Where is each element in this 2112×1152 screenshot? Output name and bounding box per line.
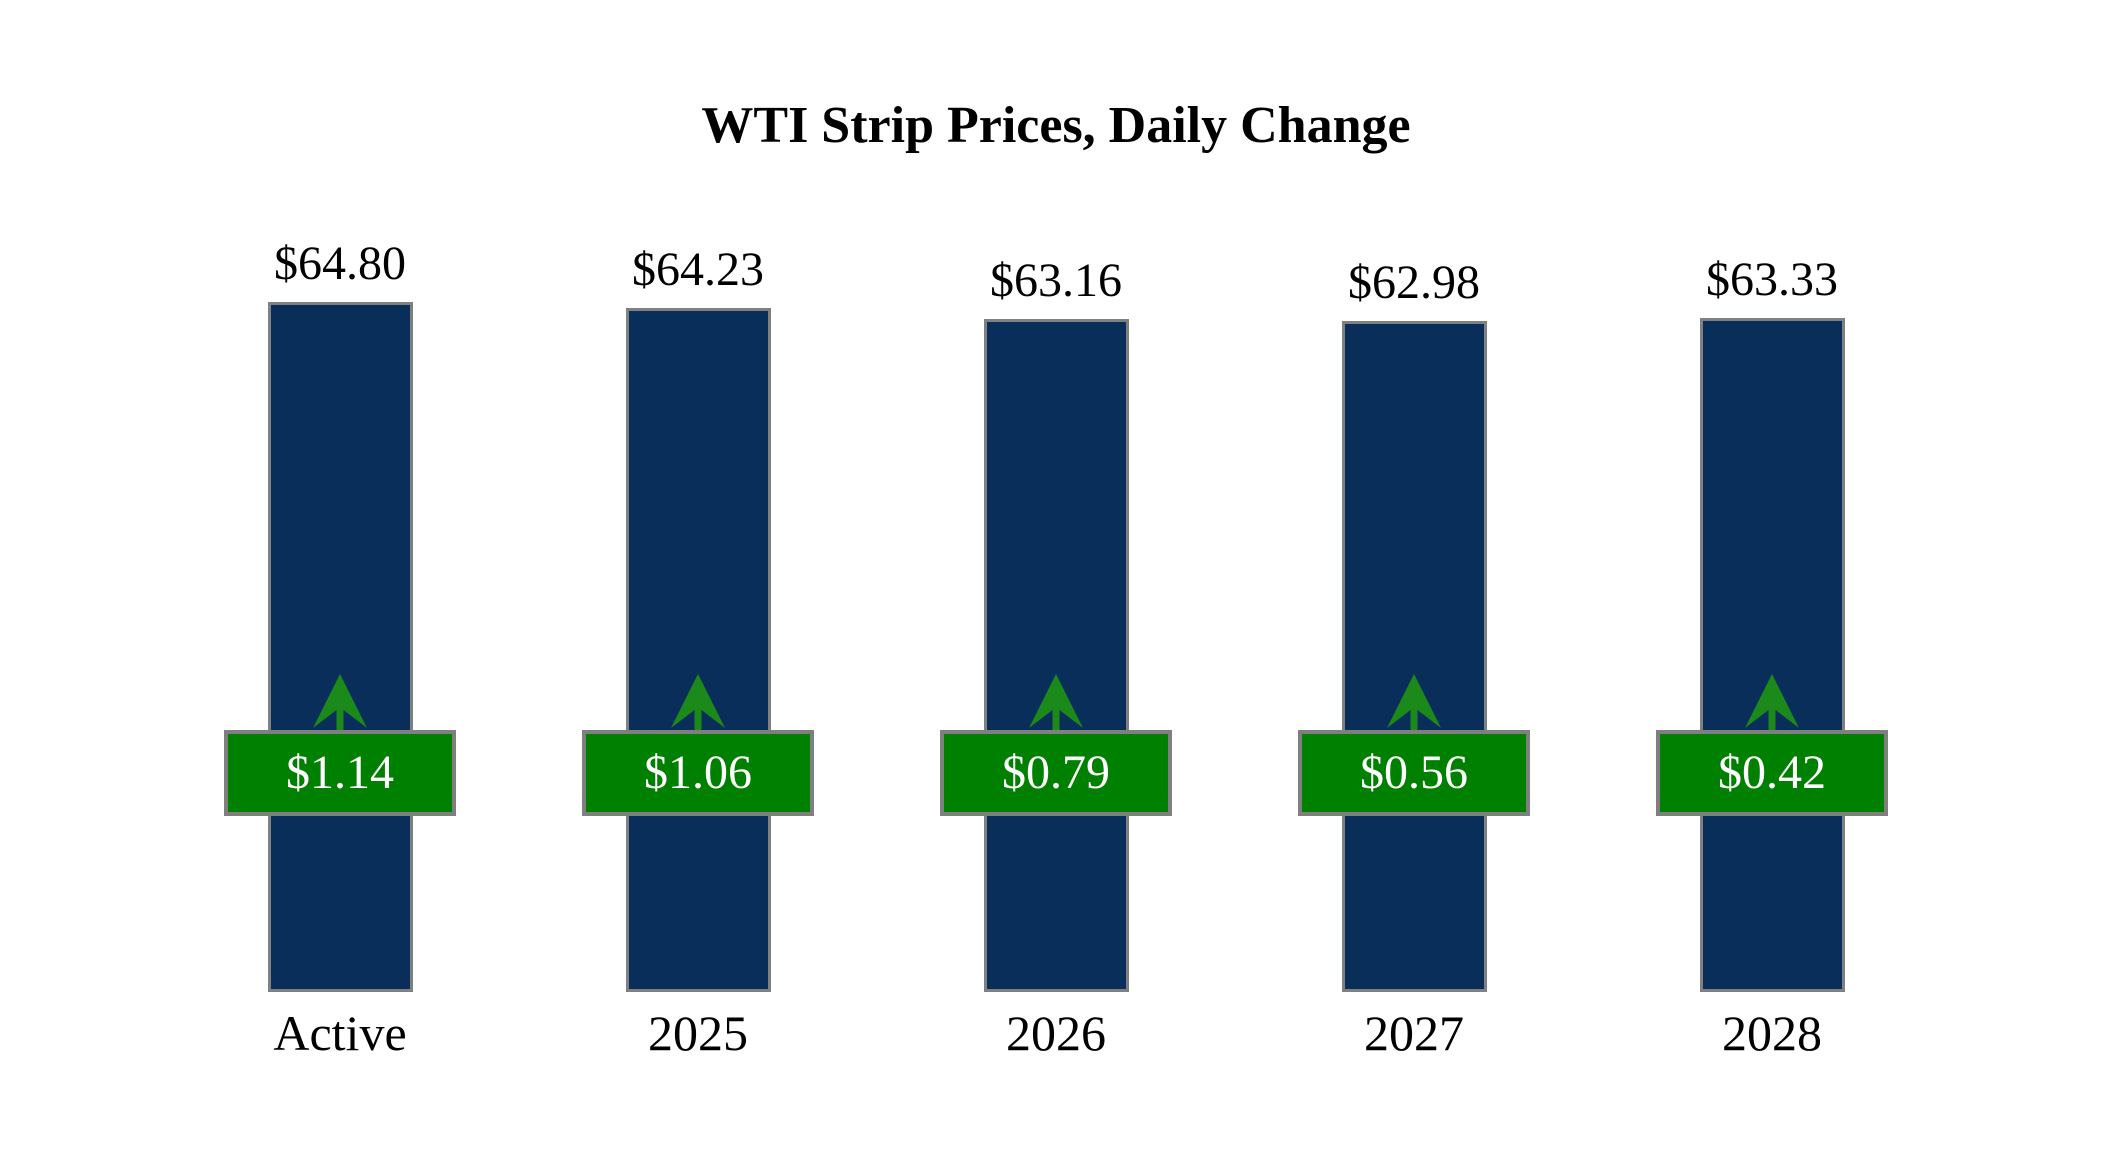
chart-column: $63.33 $0.42 2028: [1593, 0, 1951, 1152]
strip-price-label: $63.16: [990, 254, 1122, 307]
price-bar: [267, 302, 413, 992]
daily-change-value: $1.14: [286, 746, 394, 799]
strip-price-label: $63.33: [1706, 253, 1838, 306]
price-bar: [983, 319, 1129, 992]
strip-price-label: $62.98: [1348, 256, 1480, 309]
daily-change-badge: $1.06: [582, 730, 814, 816]
category-label: 2028: [1722, 1005, 1822, 1061]
up-arrow-icon: [1029, 674, 1083, 731]
daily-change-value: $1.06: [644, 746, 752, 799]
strip-price-label: $64.23: [632, 243, 764, 296]
category-label: 2025: [648, 1005, 748, 1061]
strip-price-label: $64.80: [274, 237, 406, 290]
daily-change-value: $0.79: [1002, 746, 1110, 799]
daily-change-badge: $0.56: [1298, 730, 1530, 816]
category-label: 2026: [1006, 1005, 1106, 1061]
daily-change-value: $0.56: [1360, 746, 1468, 799]
up-arrow-icon: [671, 674, 725, 731]
daily-change-value: $0.42: [1718, 746, 1826, 799]
chart-column: $64.80 $1.14 Active: [161, 0, 519, 1152]
price-bar: [625, 308, 771, 992]
daily-change-badge: $0.42: [1656, 730, 1888, 816]
chart-column: $62.98 $0.56 2027: [1235, 0, 1593, 1152]
price-bar: [1699, 318, 1845, 992]
category-label: 2027: [1364, 1005, 1464, 1061]
up-arrow-icon: [313, 674, 367, 731]
chart-column: $64.23 $1.06 2025: [519, 0, 877, 1152]
up-arrow-icon: [1387, 674, 1441, 731]
daily-change-badge: $0.79: [940, 730, 1172, 816]
price-bar: [1341, 321, 1487, 992]
daily-change-badge: $1.14: [224, 730, 456, 816]
chart-title: WTI Strip Prices, Daily Change: [701, 97, 1411, 154]
chart-column: $63.16 $0.79 2026: [877, 0, 1235, 1152]
up-arrow-icon: [1745, 674, 1799, 731]
category-label: Active: [273, 1005, 407, 1061]
